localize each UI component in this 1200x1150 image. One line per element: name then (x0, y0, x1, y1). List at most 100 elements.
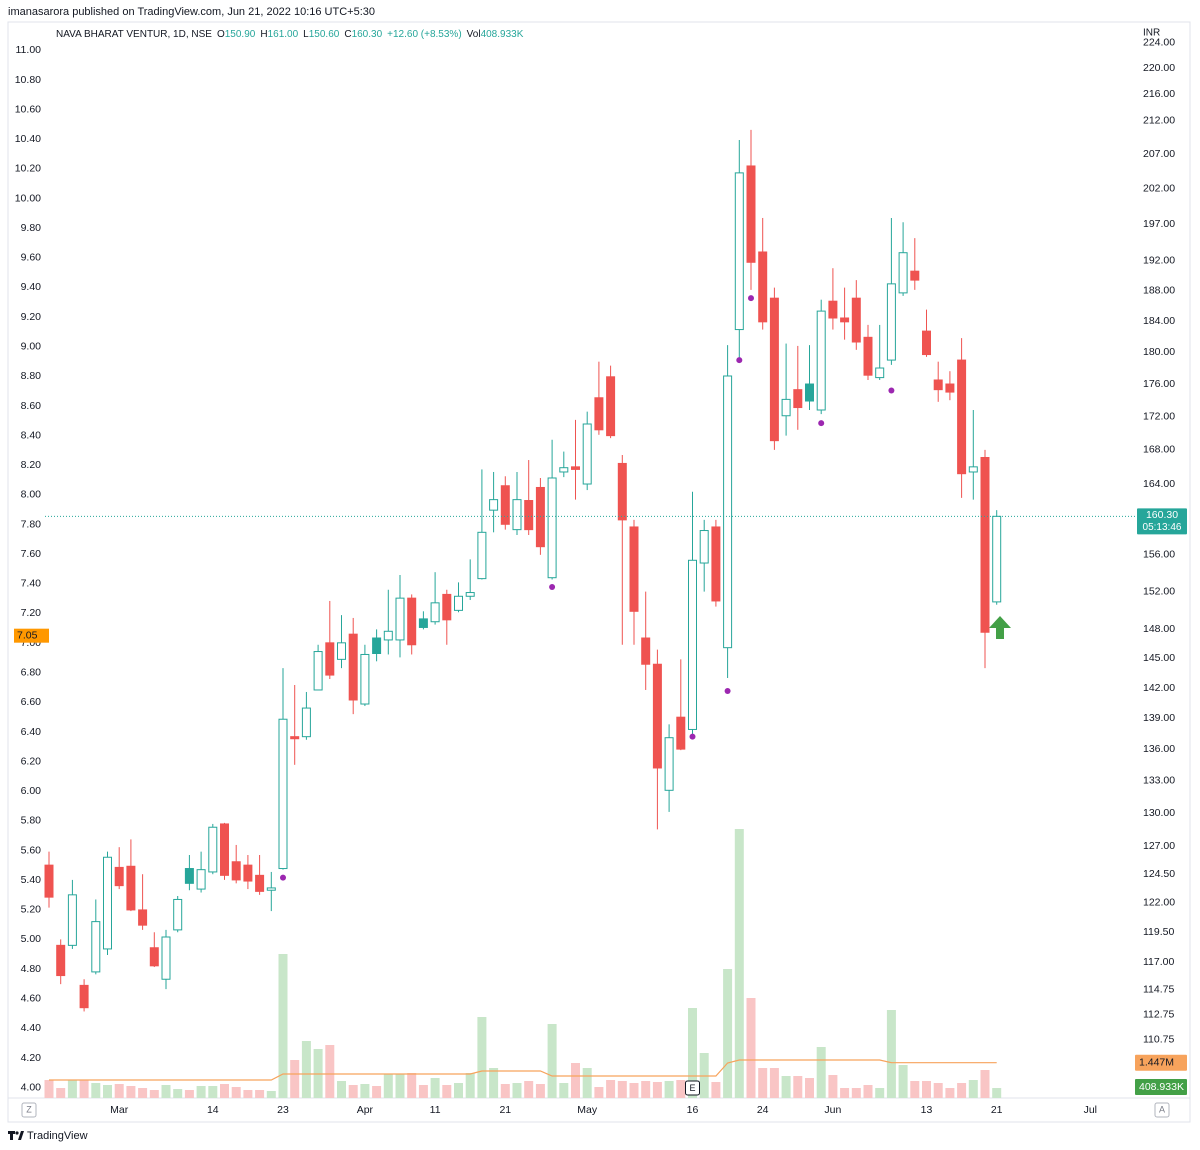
x-tick-label: 14 (207, 1104, 219, 1116)
volume-bar (278, 954, 288, 1098)
candle-body (56, 944, 66, 977)
volume-bar (863, 1085, 873, 1098)
y2-tick-label: 7.20 (21, 607, 42, 619)
x-tick-label: 16 (687, 1104, 699, 1116)
y2-tick-label: 8.00 (21, 489, 42, 501)
arrow-annotation (989, 616, 1011, 639)
currency: INR (1143, 28, 1160, 39)
candle-body (372, 637, 382, 654)
y-tick-label: 207.00 (1143, 148, 1175, 160)
volume-bar (688, 1008, 697, 1098)
volume-bar (910, 1081, 920, 1098)
x-tick-label: 11 (430, 1104, 441, 1116)
countdown-label: 05:13:46 (1143, 522, 1182, 533)
y2-tick-label: 9.80 (21, 222, 42, 234)
scale-button[interactable] (21, 1102, 37, 1118)
candle-body (442, 593, 452, 621)
candle-body (688, 559, 697, 730)
y-tick-label: 119.50 (1143, 926, 1174, 938)
legend-value: 150.60 (309, 29, 340, 40)
scale-button-label[interactable]: A (1159, 1104, 1165, 1114)
volume-bar (337, 1081, 346, 1098)
volume-bar (301, 1041, 311, 1098)
candle-body (886, 283, 896, 361)
volume-box (1135, 1079, 1187, 1095)
y-tick-label: 133.00 (1143, 774, 1175, 786)
volume-bar (138, 1088, 148, 1098)
volume-bar (79, 1080, 89, 1098)
volume-bar (547, 1024, 557, 1098)
candle-body (711, 526, 721, 602)
y-tick-label: 184.00 (1143, 315, 1175, 327)
x-tick-label: Jul (1084, 1104, 1097, 1116)
volume-bar (360, 1084, 370, 1098)
y2-marker-box (14, 628, 49, 643)
candle-body (383, 630, 393, 641)
volume-bar (828, 1075, 838, 1098)
volume-bar (383, 1074, 393, 1098)
scale-button[interactable] (1154, 1102, 1170, 1118)
volume-bar (535, 1084, 545, 1098)
volume-bar (992, 1088, 1002, 1098)
volume-bar (255, 1090, 265, 1098)
earnings-marker (685, 1080, 700, 1096)
candle-body (512, 499, 522, 531)
volume-bar (196, 1086, 206, 1098)
candle-body (290, 736, 300, 740)
y2-tick-label: 11.00 (16, 44, 42, 56)
candle-body (968, 466, 978, 473)
y-tick-label: 224.00 (1143, 36, 1175, 48)
candle-body (220, 823, 229, 876)
candle-body (535, 486, 545, 548)
y2-tick-label: 4.20 (21, 1052, 42, 1064)
volume-bar (103, 1085, 112, 1098)
pivot-marker (689, 733, 696, 740)
volume-bar (933, 1083, 943, 1098)
candle-body (863, 336, 873, 376)
candle-body (489, 499, 499, 511)
volume-bar (465, 1073, 475, 1098)
y2-tick-label: 9.60 (21, 252, 42, 264)
y-tick-label: 124.50 (1143, 868, 1175, 880)
volume-bar (430, 1078, 440, 1098)
candle-body (793, 389, 803, 409)
y-tick-label: 172.00 (1143, 410, 1175, 422)
candle-body (723, 375, 733, 649)
scale-button-label[interactable]: Z (26, 1104, 32, 1114)
candle-body (945, 383, 955, 393)
volume-ma-label: 1.447M (1139, 1056, 1174, 1068)
volume-bar (559, 1083, 569, 1098)
candle-body (594, 397, 604, 431)
volume-bar (407, 1073, 417, 1098)
legend-key: C (344, 29, 351, 40)
y2-tick-label: 4.00 (21, 1081, 42, 1093)
candle-body (454, 595, 463, 611)
volume-bar (758, 1068, 768, 1098)
volume-ma-line (49, 1059, 997, 1081)
y-tick-label: 127.00 (1143, 840, 1175, 852)
candle-body (851, 297, 861, 343)
y-tick-label: 112.75 (1143, 1008, 1174, 1020)
y2-marker-label: 7.05 (17, 629, 38, 641)
volume-bar (816, 1047, 826, 1098)
volume-bar (641, 1081, 651, 1098)
y-tick-label: 197.00 (1143, 218, 1175, 230)
candle-body (44, 864, 54, 898)
candle-body (652, 663, 662, 769)
candle-body (138, 909, 148, 926)
volume-bar (805, 1078, 814, 1098)
x-tick-label: Jun (824, 1104, 841, 1116)
volume-bar (220, 1084, 229, 1098)
pivot-marker (549, 583, 556, 590)
y-tick-label: 176.00 (1143, 378, 1175, 390)
volume-bar (91, 1083, 101, 1098)
y2-tick-label: 8.40 (21, 429, 42, 441)
candle-body (430, 602, 440, 623)
volume-label: 408.933K (1139, 1081, 1184, 1093)
candle-body (875, 367, 885, 379)
y2-tick-label: 4.40 (21, 1022, 42, 1034)
volume-bar (208, 1086, 218, 1098)
logo-shape (10, 1131, 13, 1140)
y2-tick-label: 5.00 (21, 933, 42, 945)
